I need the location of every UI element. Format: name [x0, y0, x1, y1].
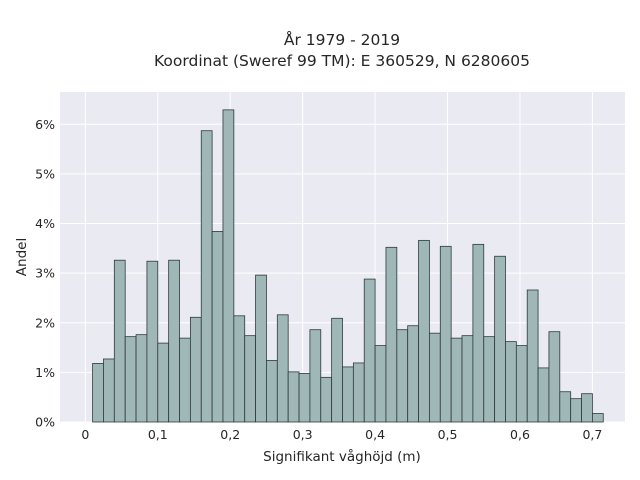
histogram-bar-5 [146, 260, 159, 423]
histogram-bar-44 [570, 398, 582, 423]
histogram-bar-31 [429, 332, 441, 423]
histogram-bar-38 [505, 341, 517, 423]
x-tick-label-2: 0,2 [220, 427, 240, 442]
x-tick-label-7: 0,7 [582, 427, 602, 442]
histogram-bar-19 [298, 372, 311, 423]
histogram-bar-28 [396, 329, 409, 423]
histogram-bar-4 [135, 334, 148, 423]
histogram-bar-26 [374, 345, 387, 423]
histogram-bar-34 [461, 335, 474, 423]
y-tick-label-3: 3% [35, 266, 55, 281]
histogram-bar-10 [200, 130, 213, 423]
histogram-bar-29 [407, 325, 419, 423]
histogram-bar-21 [320, 376, 333, 423]
histogram-bar-15 [255, 274, 267, 423]
histogram-bar-20 [309, 329, 322, 423]
y-tick-label-5: 5% [35, 166, 55, 181]
histogram-bar-17 [276, 314, 289, 423]
y-axis-label: Andel [14, 238, 30, 276]
histogram-bar-11 [211, 231, 224, 423]
x-tick-label-3: 0,3 [293, 427, 313, 442]
histogram-bar-45 [581, 393, 593, 423]
x-tick-label-4: 0,4 [365, 427, 385, 442]
histogram-bar-1 [103, 358, 115, 423]
histogram-bar-9 [189, 316, 202, 423]
histogram-bar-8 [179, 337, 191, 423]
histogram-bar-13 [233, 315, 246, 423]
y-tick-label-6: 6% [35, 117, 55, 132]
histogram-bar-37 [494, 255, 506, 423]
histogram-bar-40 [526, 289, 539, 423]
histogram-bar-12 [222, 109, 235, 423]
x-tick-label-5: 0,5 [438, 427, 458, 442]
x-axis-tick-labels: 0 0,1 0,2 0,3 0,4 0,5 0,6 0,7 [81, 427, 602, 442]
y-tick-label-4: 4% [35, 216, 55, 231]
histogram-bar-46 [592, 413, 604, 423]
histogram-bar-7 [168, 259, 180, 423]
histogram-bar-36 [483, 336, 496, 423]
x-tick-label-0: 0 [81, 427, 89, 442]
y-tick-label-0: 0% [35, 415, 55, 430]
y-axis-tick-labels: 0% 1% 2% 3% 4% 5% 6% [35, 117, 55, 430]
histogram-bar-22 [331, 317, 343, 423]
histogram-bar-0 [92, 363, 104, 423]
histogram-bar-27 [385, 246, 398, 423]
histogram-bar-41 [537, 367, 550, 423]
chart-title-line-1: År 1979 - 2019 [284, 30, 400, 49]
histogram-bar-14 [244, 335, 256, 423]
histogram-bar-33 [450, 337, 463, 423]
histogram-bar-35 [472, 243, 485, 423]
histogram-bar-42 [548, 331, 561, 423]
histogram-bar-30 [418, 239, 430, 423]
histogram-bar-18 [287, 371, 300, 423]
y-tick-label-2: 2% [35, 315, 55, 330]
histogram-bar-23 [342, 366, 354, 423]
histogram-bar-2 [113, 259, 126, 423]
histogram-bar-3 [124, 336, 137, 423]
histogram-bar-43 [559, 391, 572, 423]
histogram-bar-25 [363, 278, 376, 423]
chart-title-line-2: Koordinat (Sweref 99 TM): E 360529, N 62… [154, 52, 530, 70]
x-tick-label-1: 0,1 [148, 427, 168, 442]
histogram-bars [92, 109, 604, 423]
x-tick-label-6: 0,6 [510, 427, 530, 442]
histogram-bar-16 [266, 360, 278, 423]
histogram-bar-6 [157, 342, 170, 423]
histogram-bar-32 [439, 245, 452, 423]
x-axis-label: Signifikant våghöjd (m) [263, 448, 421, 465]
histogram-bar-24 [352, 362, 365, 423]
y-tick-label-1: 1% [35, 365, 55, 380]
histogram-bar-39 [515, 345, 528, 423]
